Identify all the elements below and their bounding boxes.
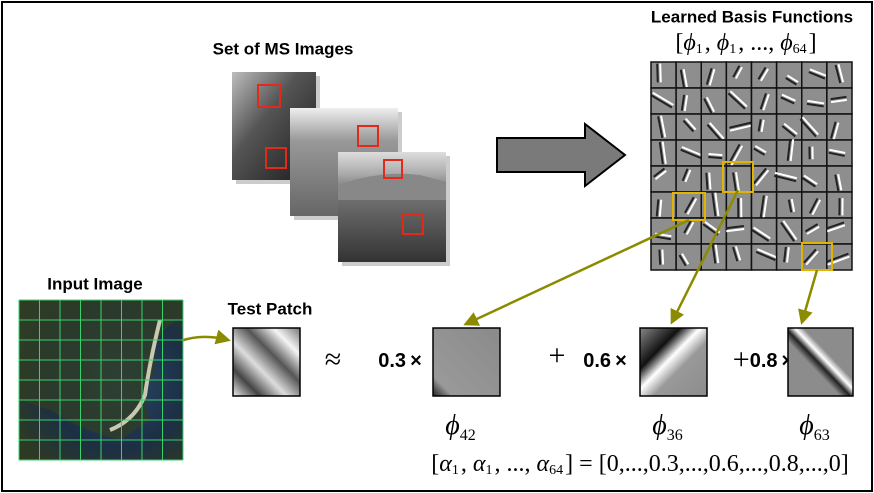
times: × [410,350,422,372]
symbol: ϕ [683,30,695,56]
approx: ≈ [325,343,341,376]
basis-grid [651,62,852,270]
subscript: 63 [814,427,830,444]
equation: [α1 , α1 , ..., α64 ] = [0,...,0.3,...,0… [431,451,848,479]
basis-cell [651,88,676,114]
basis-cell [676,166,701,192]
subscript: 42 [460,427,476,444]
subscript: 1 [452,463,459,478]
plus: + [733,343,750,376]
plus: + [549,339,566,372]
ms-images [232,72,450,266]
basis-patch [788,328,853,396]
coefficient-term: +0.8× [733,343,793,376]
symbol: ϕ [717,30,729,56]
basis-title: Learned Basis Functions [651,7,853,26]
symbol: ϕ [652,410,667,441]
basis-cell [752,140,777,166]
patch-title: Test Patch [228,299,313,318]
basis-cell [777,62,802,88]
symbol: ϕ [445,410,460,441]
coefficient: 0.8 [750,350,778,372]
test-patch [233,328,300,396]
coefficient: 0.6 [583,350,611,372]
basis-label: ϕ36 [652,410,683,443]
basis-patch [640,328,707,396]
subscript: 36 [667,427,683,444]
symbol: α [439,451,452,477]
symbol: ϕ [780,30,792,56]
text-part: ] [809,30,817,56]
subscript: 1 [729,42,736,57]
basis-cell [651,62,676,88]
symbol: α [473,451,486,477]
subscript: 1 [696,42,703,57]
symbol: ϕ [799,410,814,441]
basis-set: [ϕ1 , ϕ1 , ..., ϕ64 ] [675,30,816,58]
subscript: 1 [486,463,493,478]
basis-cell [701,62,726,88]
images-title: Set of MS Images [213,39,354,58]
input-image [19,300,183,460]
text-part: [ [675,30,683,56]
subscript: 64 [549,463,563,478]
basis-stroke [659,250,660,265]
basis-stroke [662,250,663,265]
text-part: , ..., [495,451,537,477]
coefficient-term: 0.3× [378,350,422,372]
basis-label: ϕ63 [799,410,830,443]
basis-cell [676,88,701,114]
basis-cell [802,140,827,166]
coefficient: 0.3 [378,350,406,372]
basis-stroke [660,64,661,83]
text-part: , [705,30,717,56]
big-arrow [497,124,625,186]
basis-cell [676,62,701,88]
times: × [615,350,627,372]
coefficient-term: 0.6× [583,350,627,372]
text-part: , [461,451,473,477]
basis-stroke [657,64,658,83]
basis-label: ϕ42 [445,410,476,443]
basis-cell [752,114,777,140]
basis-cell [752,244,777,270]
subscript: 64 [793,42,807,57]
diagram: Set of MS Images Learned Basis Functions… [0,0,874,493]
input-title: Input Image [47,274,142,293]
basis-stroke [709,154,723,155]
basis-cell [777,218,802,244]
basis-stroke [708,157,722,158]
text-part: ] = [0,...,0.3,...,0.6,...,0.8,...,0] [565,451,849,477]
symbol: α [537,451,550,477]
basis-patch [433,328,500,396]
basis-stroke [706,173,707,190]
text-part: [ [431,451,439,477]
basis-stroke [709,173,710,190]
text-part: , ..., [738,30,780,56]
